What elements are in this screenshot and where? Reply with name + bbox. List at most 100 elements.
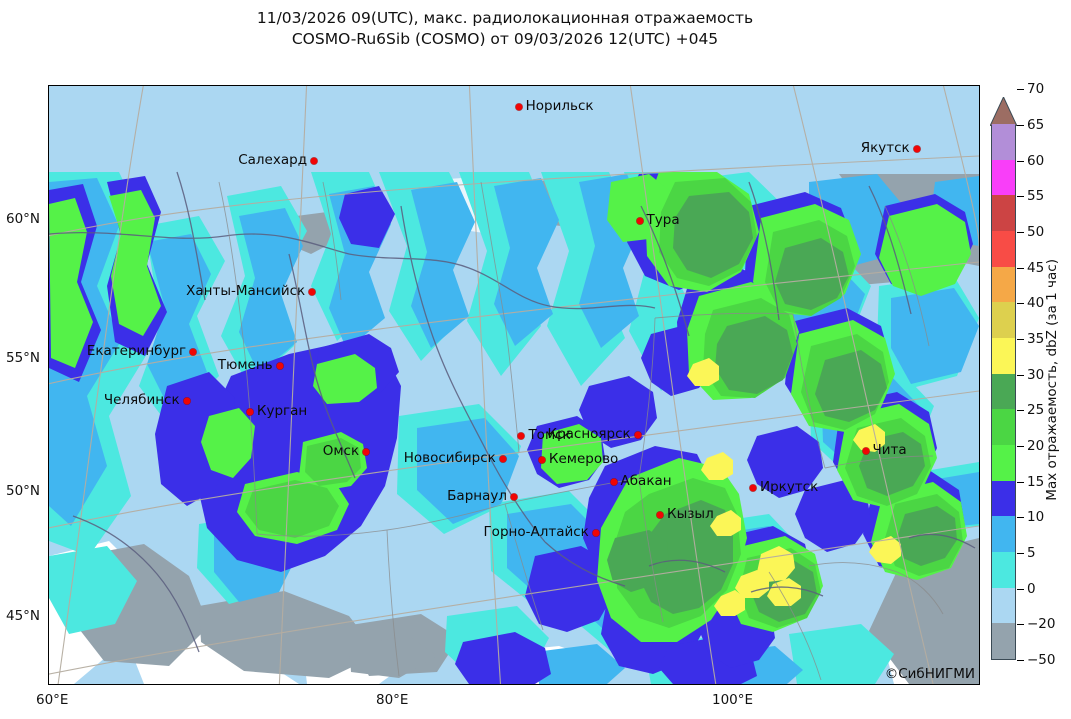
colorbar-band-60 xyxy=(992,124,1015,160)
city-dot xyxy=(610,478,617,486)
colorbar-tick-label--50: −50 xyxy=(1027,652,1056,668)
city-label: Барнаул xyxy=(447,487,507,504)
colorbar-overflow-arrow xyxy=(990,97,1017,126)
lon-tick-100e: 100°E xyxy=(712,692,754,708)
colorbar-band-30 xyxy=(992,338,1015,374)
city-dot xyxy=(749,484,757,492)
city-dot xyxy=(862,447,870,455)
city-dot xyxy=(538,456,546,464)
map-canvas: Норильск Салехард Тура Якутск Ханты-Манс… xyxy=(49,86,979,684)
colorbar-tick-label-70: 70 xyxy=(1027,81,1045,98)
colorbar-tick-label-20: 20 xyxy=(1027,438,1045,454)
city-dot xyxy=(656,511,664,519)
colorbar-band-0 xyxy=(992,552,1015,588)
colorbar-band-25 xyxy=(992,373,1015,410)
city-label: Салехард xyxy=(238,151,308,168)
colorbar-tick xyxy=(1017,446,1024,447)
city-label: Горно-Алтайск xyxy=(483,523,589,540)
city-dot xyxy=(517,432,525,440)
colorbar-tick xyxy=(1017,374,1024,376)
city-label: Абакан xyxy=(620,473,672,490)
colorbar-tick xyxy=(1017,410,1024,412)
colorbar-band-20 xyxy=(992,409,1015,445)
colorbar-band-50 xyxy=(992,195,1015,231)
colorbar-tick xyxy=(1017,196,1024,198)
colorbar-tick-label-35: 35 xyxy=(1027,331,1045,347)
city-dot xyxy=(499,455,507,463)
colorbar-band--50 xyxy=(992,623,1015,659)
colorbar-tick-label-55: 55 xyxy=(1027,188,1045,205)
colorbar-band-35 xyxy=(992,302,1015,338)
city-label: Томск xyxy=(528,426,571,443)
city-label: Кемерово xyxy=(548,450,619,467)
title-line-2: COSMO-Ru6Sib (COSMO) от 09/03/2026 12(UT… xyxy=(291,30,719,48)
map-plot-area: Норильск Салехард Тура Якутск Ханты-Манс… xyxy=(48,85,980,685)
city-dot xyxy=(310,157,318,165)
city-dot xyxy=(246,408,254,416)
colorbar-tick xyxy=(1017,232,1024,233)
colorbar-tick xyxy=(1017,481,1024,483)
colorbar-tick-label-25: 25 xyxy=(1027,402,1045,419)
city-dot xyxy=(592,529,600,537)
city-dot xyxy=(510,493,518,501)
city-dot xyxy=(913,145,921,153)
colorbar-tick xyxy=(1017,588,1024,590)
colorbar-band-40 xyxy=(992,266,1015,303)
colorbar xyxy=(991,124,1016,660)
colorbar-band--20 xyxy=(992,587,1015,624)
colorbar-band-45 xyxy=(992,231,1015,267)
city-dot xyxy=(189,348,197,356)
city-dot xyxy=(362,448,370,456)
colorbar-tick xyxy=(1017,624,1024,626)
colorbar-tick-label-5: 5 xyxy=(1027,545,1036,561)
colorbar-tick xyxy=(1017,89,1024,91)
copyright-label: ©СибНИГМИ xyxy=(884,666,975,682)
colorbar-tick-label-30: 30 xyxy=(1027,366,1045,383)
colorbar-tick-label-65: 65 xyxy=(1027,117,1045,133)
colorbar-tick-label-60: 60 xyxy=(1027,152,1045,169)
colorbar-tick xyxy=(1017,339,1024,340)
lon-tick-60e: 60°E xyxy=(36,692,69,708)
city-dot xyxy=(183,397,191,405)
colorbar-tick xyxy=(1017,267,1024,269)
colorbar-tick-label-45: 45 xyxy=(1027,259,1045,276)
colorbar-tick-label-10: 10 xyxy=(1027,509,1045,526)
city-label: Омск xyxy=(322,442,360,459)
colorbar-band-55 xyxy=(992,159,1015,196)
title-line-1: 11/03/2026 09(UTC), макс. радиолокационн… xyxy=(256,9,754,27)
city-dot xyxy=(308,288,316,296)
city-dot xyxy=(636,217,644,225)
colorbar-tick-label-0: 0 xyxy=(1027,580,1036,597)
colorbar-tick xyxy=(1017,660,1024,661)
colorbar-tick xyxy=(1017,517,1024,519)
city-label: Тура xyxy=(646,211,680,228)
colorbar-tick-label--20: −20 xyxy=(1027,616,1056,633)
lon-tick-80e: 80°E xyxy=(376,692,409,708)
city-label: Чита xyxy=(872,441,907,458)
colorbar-band-5 xyxy=(992,516,1015,552)
colorbar-tick xyxy=(1017,125,1024,126)
colorbar-tick-label-15: 15 xyxy=(1027,473,1045,490)
city-label: Якутск xyxy=(860,139,910,156)
city-label: Иркутск xyxy=(760,478,819,495)
colorbar-band-10 xyxy=(992,480,1015,517)
city-label: Новосибирск xyxy=(403,450,496,467)
colorbar-tick-label-40: 40 xyxy=(1027,295,1045,312)
colorbar-tick xyxy=(1017,160,1024,162)
city-label: Ханты-Мансийск xyxy=(186,283,306,300)
radar-reflectivity-field xyxy=(49,86,979,684)
colorbar-tick xyxy=(1017,553,1024,554)
city-label: Красноярск xyxy=(547,425,631,442)
city-label: Челябинск xyxy=(103,392,180,409)
city-dot xyxy=(276,362,284,370)
city-label: Тюмень xyxy=(217,356,273,373)
city-dot xyxy=(515,103,523,111)
colorbar-tick xyxy=(1017,303,1024,305)
city-label: Екатеринбург xyxy=(86,343,187,360)
city-label: Кызыл xyxy=(667,505,714,522)
city-dot xyxy=(634,431,642,439)
colorbar-band-15 xyxy=(992,445,1015,481)
page-title: 11/03/2026 09(UTC), макс. радиолокационн… xyxy=(0,8,1010,50)
city-label: Норильск xyxy=(525,97,594,114)
city-label: Курган xyxy=(256,402,308,419)
